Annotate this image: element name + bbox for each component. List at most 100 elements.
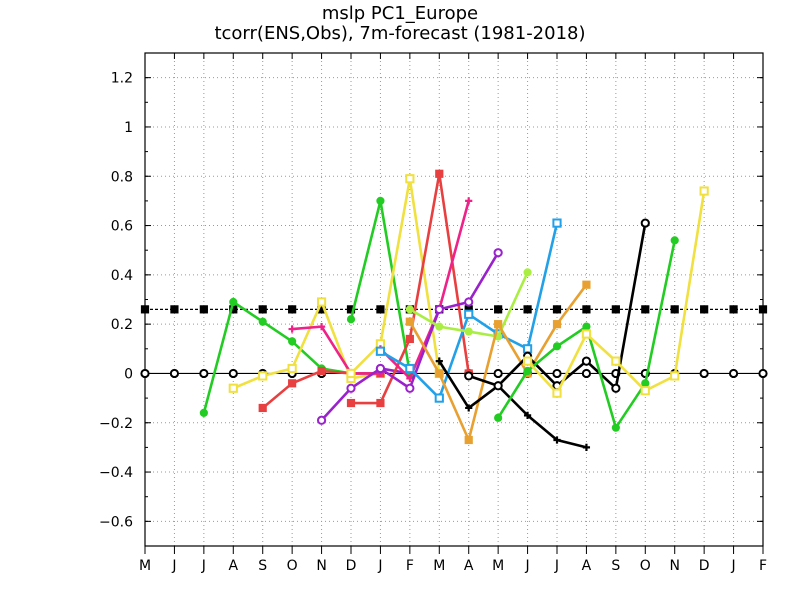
data-point	[316, 415, 327, 425]
data-point	[288, 325, 296, 333]
data-point	[288, 337, 297, 346]
data-point	[346, 315, 356, 324]
data-point	[494, 413, 503, 422]
data-point	[464, 371, 474, 381]
data-point	[376, 398, 385, 408]
data-point	[493, 368, 503, 379]
data-point	[258, 403, 267, 413]
data-point	[317, 323, 326, 331]
data-point	[169, 368, 180, 379]
x-tick-label: M	[139, 558, 151, 574]
x-tick-label: D	[346, 558, 357, 574]
data-point	[199, 408, 208, 417]
data-point	[552, 320, 562, 329]
x-tick-label: J	[731, 558, 736, 574]
data-point	[581, 368, 592, 379]
data-point	[229, 297, 238, 307]
data-point	[199, 368, 209, 379]
x-tick-label: J	[525, 558, 530, 574]
data-point	[699, 368, 709, 379]
data-point	[522, 344, 533, 354]
data-point	[700, 305, 709, 314]
data-point	[758, 368, 768, 379]
data-point	[523, 305, 532, 314]
y-tick-label: −0.2	[99, 416, 133, 432]
data-point	[140, 368, 150, 379]
data-point	[405, 363, 415, 374]
data-point	[582, 280, 591, 289]
data-point	[729, 305, 738, 314]
x-tick-label: A	[582, 558, 592, 574]
data-point	[464, 309, 474, 319]
data-point	[464, 435, 473, 445]
x-tick-label: M	[492, 558, 504, 574]
data-point	[553, 436, 561, 444]
data-point	[552, 305, 562, 314]
chart-title: mslp PC1_Europe	[321, 3, 479, 24]
series-line	[232, 300, 381, 390]
data-point	[435, 169, 444, 178]
data-point	[375, 346, 386, 356]
data-point	[435, 369, 444, 378]
data-point	[288, 379, 297, 388]
data-point	[435, 322, 444, 331]
data-point	[346, 383, 356, 393]
data-point	[434, 304, 444, 314]
data-point	[464, 327, 473, 336]
chart-subtitle: tcorr(ENS,Obs), 7m-forecast (1981-2018)	[214, 23, 586, 44]
data-point	[582, 305, 591, 314]
data-point	[170, 305, 179, 314]
data-point	[140, 305, 150, 314]
data-point	[434, 393, 444, 403]
data-point	[493, 381, 503, 391]
y-tick-label: 0	[124, 366, 133, 382]
data-point	[522, 356, 533, 366]
x-tick-label: F	[759, 558, 767, 574]
data-point	[405, 305, 414, 314]
data-point	[640, 386, 650, 396]
x-tick-label: A	[228, 558, 238, 574]
x-tick-label: J	[377, 558, 382, 574]
data-point	[493, 248, 503, 258]
data-point	[523, 366, 532, 376]
data-point	[494, 320, 503, 329]
y-tick-label: 0.6	[111, 219, 133, 235]
series-line	[292, 325, 381, 375]
y-tick-label: 0.4	[111, 268, 133, 284]
x-tick-label: O	[640, 558, 651, 574]
x-tick-label: F	[406, 558, 414, 574]
data-point	[435, 357, 443, 365]
data-point	[228, 383, 238, 393]
x-tick-label: J	[554, 558, 559, 574]
x-tick-label: M	[433, 558, 445, 574]
data-point	[611, 423, 620, 432]
data-point	[316, 297, 327, 307]
data-point	[582, 322, 591, 331]
y-tick-label: 0.2	[111, 317, 133, 333]
data-point	[758, 305, 768, 314]
data-point	[199, 305, 208, 314]
data-point	[287, 363, 297, 374]
y-tick-label: 1.2	[111, 71, 133, 87]
x-tick-label: A	[464, 558, 474, 574]
data-point	[258, 371, 268, 381]
data-point	[523, 268, 532, 277]
data-point	[641, 379, 650, 388]
y-tick-label: −0.4	[99, 465, 133, 481]
data-point	[582, 443, 591, 451]
data-point	[640, 218, 650, 228]
data-point	[465, 404, 473, 412]
data-point	[376, 305, 385, 314]
x-tick-label: N	[316, 558, 326, 574]
data-point	[258, 317, 267, 326]
data-point	[641, 305, 650, 314]
x-tick-label: J	[201, 558, 206, 574]
series-line	[379, 200, 470, 380]
data-point	[670, 305, 679, 314]
x-tick-label: D	[699, 558, 710, 574]
data-point	[465, 197, 473, 205]
data-point	[405, 317, 414, 326]
data-point	[288, 305, 297, 314]
data-point	[523, 411, 532, 419]
